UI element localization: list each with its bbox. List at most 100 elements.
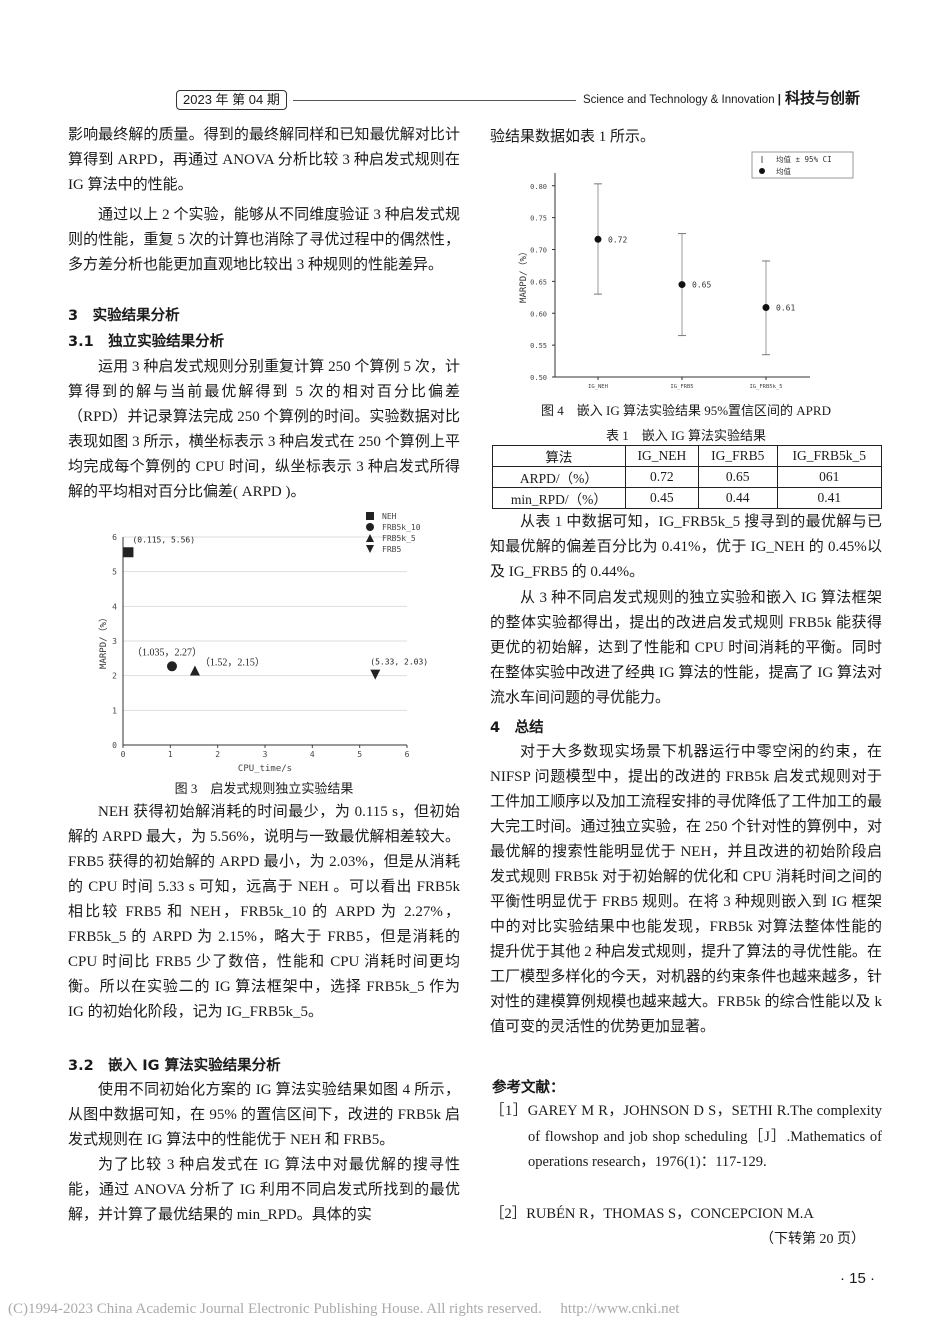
paragraph: 对于大多数现实场景下机器运行中零空闲的约束，在 NIFSP 问题模型中，提出的改… xyxy=(490,744,882,1035)
paragraph: NEH 获得初始解消耗的时间最少，为 0.115 s，但初始解的 ARPD 最大… xyxy=(68,804,460,1020)
issue-label: 2023 年 第 04 期 xyxy=(176,90,287,110)
legend-label: 均值 ± 95% CI xyxy=(776,154,832,164)
y-tick-label: 0.70 xyxy=(530,247,547,255)
y-tick-label: 2 xyxy=(112,672,117,681)
paragraph: 从表 1 中数据可知，IG_FRB5k_5 搜寻到的最优解与已知最优解的偏差百分… xyxy=(490,514,882,580)
y-tick-label: 0.55 xyxy=(530,342,547,350)
paragraph: 为了比较 3 种启发式在 IG 算法中对最优解的搜寻性能，通过 ANOVA 分析… xyxy=(68,1157,460,1223)
journal-title: Science and Technology & Innovation | 科技与… xyxy=(583,90,861,107)
y-tick-label: 0.75 xyxy=(530,215,547,223)
paragraph: 通过以上 2 个实验，能够从不同维度验证 3 种启发式规则的性能，重复 5 次的… xyxy=(68,207,460,273)
legend-label: FRB5 xyxy=(382,545,401,554)
page-number: · 15 · xyxy=(840,1270,876,1287)
x-axis-label: CPU_time/s xyxy=(238,764,292,774)
results-table: 算法 IG_NEH IG_FRB5 IG_FRB5k_5 ARPD/（%） 0.… xyxy=(492,445,883,509)
subsection-heading: 3.1 独立实验结果分析 xyxy=(68,334,225,350)
data-label: (5.33, 2.03) xyxy=(370,658,428,667)
reference-1: ［1］GAREY M R，JOHNSON D S，SETHI R.The com… xyxy=(490,1103,882,1170)
x-tick-label: IG_FRB5k_5 xyxy=(749,384,782,390)
table-header: IG_FRB5 xyxy=(697,445,778,467)
data-label: 0.72 xyxy=(608,235,627,244)
paragraph: 从 3 种不同启发式规则的独立实验和嵌入 IG 算法框架的整体实验都得出，提出的… xyxy=(490,590,882,706)
data-point-FRB5k_5 xyxy=(189,665,200,676)
figure-4-errorbar-chart: 0.50 0.55 0.60 0.65 0.70 0.75 0.80 MARPD/（%） IG_… xyxy=(518,151,854,390)
journal-en: Science and Technology & Innovation xyxy=(583,94,775,106)
paragraph: 运用 3 种启发式规则分别重复计算 250 个算例 5 次，计算得到的解与当前最… xyxy=(68,359,460,500)
mean-point xyxy=(762,304,770,312)
legend-marker xyxy=(366,512,374,520)
y-tick-label: 4 xyxy=(112,602,117,611)
table-cell: 0.44 xyxy=(697,487,778,509)
legend-label: 均值 xyxy=(776,166,791,176)
data-label: (0.115, 5.56) xyxy=(132,535,195,544)
figure-caption: 图 3 启发式规则独立实验结果 xyxy=(174,781,354,796)
x-tick-label: 5 xyxy=(357,750,362,759)
copyright-footer: (C)1994-2023 China Academic Journal Elec… xyxy=(8,1301,680,1317)
data-label: （1.52，2.15） xyxy=(200,656,265,668)
section-heading: 3 实验结果分析 xyxy=(68,308,180,324)
y-tick-label: 0.60 xyxy=(530,310,547,318)
x-tick-label: 4 xyxy=(310,750,315,759)
figure-3-scatter-chart: 0 1 2 3 4 5 6 0 1 2 3 4 5 6 CPU_time/s MARPD/（%） (0.115,… xyxy=(98,512,428,774)
table-cell: 0.72 xyxy=(624,466,699,488)
table-row: ARPD/（%） 0.72 0.65 061 xyxy=(492,466,883,488)
x-tick-label: IG_FRB5 xyxy=(670,384,693,390)
table-cell: ARPD/（%） xyxy=(492,466,626,488)
table-cell: min_RPD/（%） xyxy=(492,487,626,509)
mean-point xyxy=(594,235,602,243)
legend-label: FRB5k_10 xyxy=(382,523,421,532)
y-tick-label: 0.50 xyxy=(530,374,547,382)
mean-point xyxy=(678,281,686,289)
journal-cn: 科技与创新 xyxy=(785,90,861,107)
x-tick-label: 0 xyxy=(121,750,126,759)
table-header-row: 算法 IG_NEH IG_FRB5 IG_FRB5k_5 xyxy=(492,445,883,467)
legend-marker xyxy=(366,534,374,542)
data-label: （1.035，2.27） xyxy=(132,646,202,658)
table-cell: 061 xyxy=(776,466,883,488)
x-tick-label: IG_NEH xyxy=(588,384,608,390)
x-tick-label: 6 xyxy=(405,750,410,759)
y-tick-label: 0.80 xyxy=(530,183,547,191)
y-tick-label: 5 xyxy=(112,568,117,577)
legend-marker xyxy=(366,545,374,553)
table-header: 算法 xyxy=(492,445,626,467)
x-tick-label: 1 xyxy=(168,750,173,759)
table-header: IG_NEH xyxy=(624,445,699,467)
x-tick-label: 2 xyxy=(215,750,220,759)
legend-box xyxy=(751,151,854,179)
x-tick-label: 3 xyxy=(263,750,268,759)
continued-note: （下转第 20 页） xyxy=(760,1232,865,1247)
references-heading: 参考文献： xyxy=(492,1080,565,1096)
legend-label: FRB5k_5 xyxy=(382,534,416,543)
table-cell: 0.45 xyxy=(624,487,699,509)
subsection-heading: 3.2 嵌入 IG 算法实验结果分析 xyxy=(68,1058,281,1074)
y-axis-label: MARPD/（%） xyxy=(518,247,529,303)
table-row: min_RPD/（%） 0.45 0.44 0.41 xyxy=(492,487,883,509)
legend-mean-icon xyxy=(759,168,765,174)
table-title: 表 1 嵌入 IG 算法实验结果 xyxy=(606,428,766,443)
paragraph: 影响最终解的质量。得到的最终解同样和已知最优解对比计算得到 ARPD，再通过 A… xyxy=(68,127,460,193)
legend-marker xyxy=(366,523,374,531)
data-point-FRB5k_10 xyxy=(166,661,177,672)
data-point-NEH xyxy=(123,547,134,558)
y-tick-label: 6 xyxy=(112,533,117,542)
data-label: 0.65 xyxy=(692,281,711,290)
paragraph: 使用不同初始化方案的 IG 算法实验结果如图 4 所示，从图中数据可知，在 95… xyxy=(68,1082,460,1148)
y-tick-label: 0 xyxy=(112,741,117,750)
table-cell: 0.41 xyxy=(776,487,883,509)
table-cell: 0.65 xyxy=(697,466,778,488)
data-point-FRB5 xyxy=(370,669,381,680)
reference-2: ［2］RUBÉN R，THOMAS S，CONCEPCION M.A xyxy=(490,1206,814,1222)
y-axis-label: MARPD/（%） xyxy=(98,613,109,669)
y-tick-label: 0.65 xyxy=(530,278,547,286)
figure-caption: 图 4 嵌入 IG 算法实验结果 95%置信区间的 APRD xyxy=(541,403,831,418)
data-label: 0.61 xyxy=(776,304,795,313)
header-rule xyxy=(293,100,576,101)
section-heading: 4 总结 xyxy=(490,720,544,736)
y-tick-label: 1 xyxy=(112,706,117,715)
legend-label: NEH xyxy=(382,512,397,521)
table-header: IG_FRB5k_5 xyxy=(776,445,883,467)
y-tick-label: 3 xyxy=(112,637,117,646)
paragraph: 验结果数据如表 1 所示。 xyxy=(490,129,656,145)
